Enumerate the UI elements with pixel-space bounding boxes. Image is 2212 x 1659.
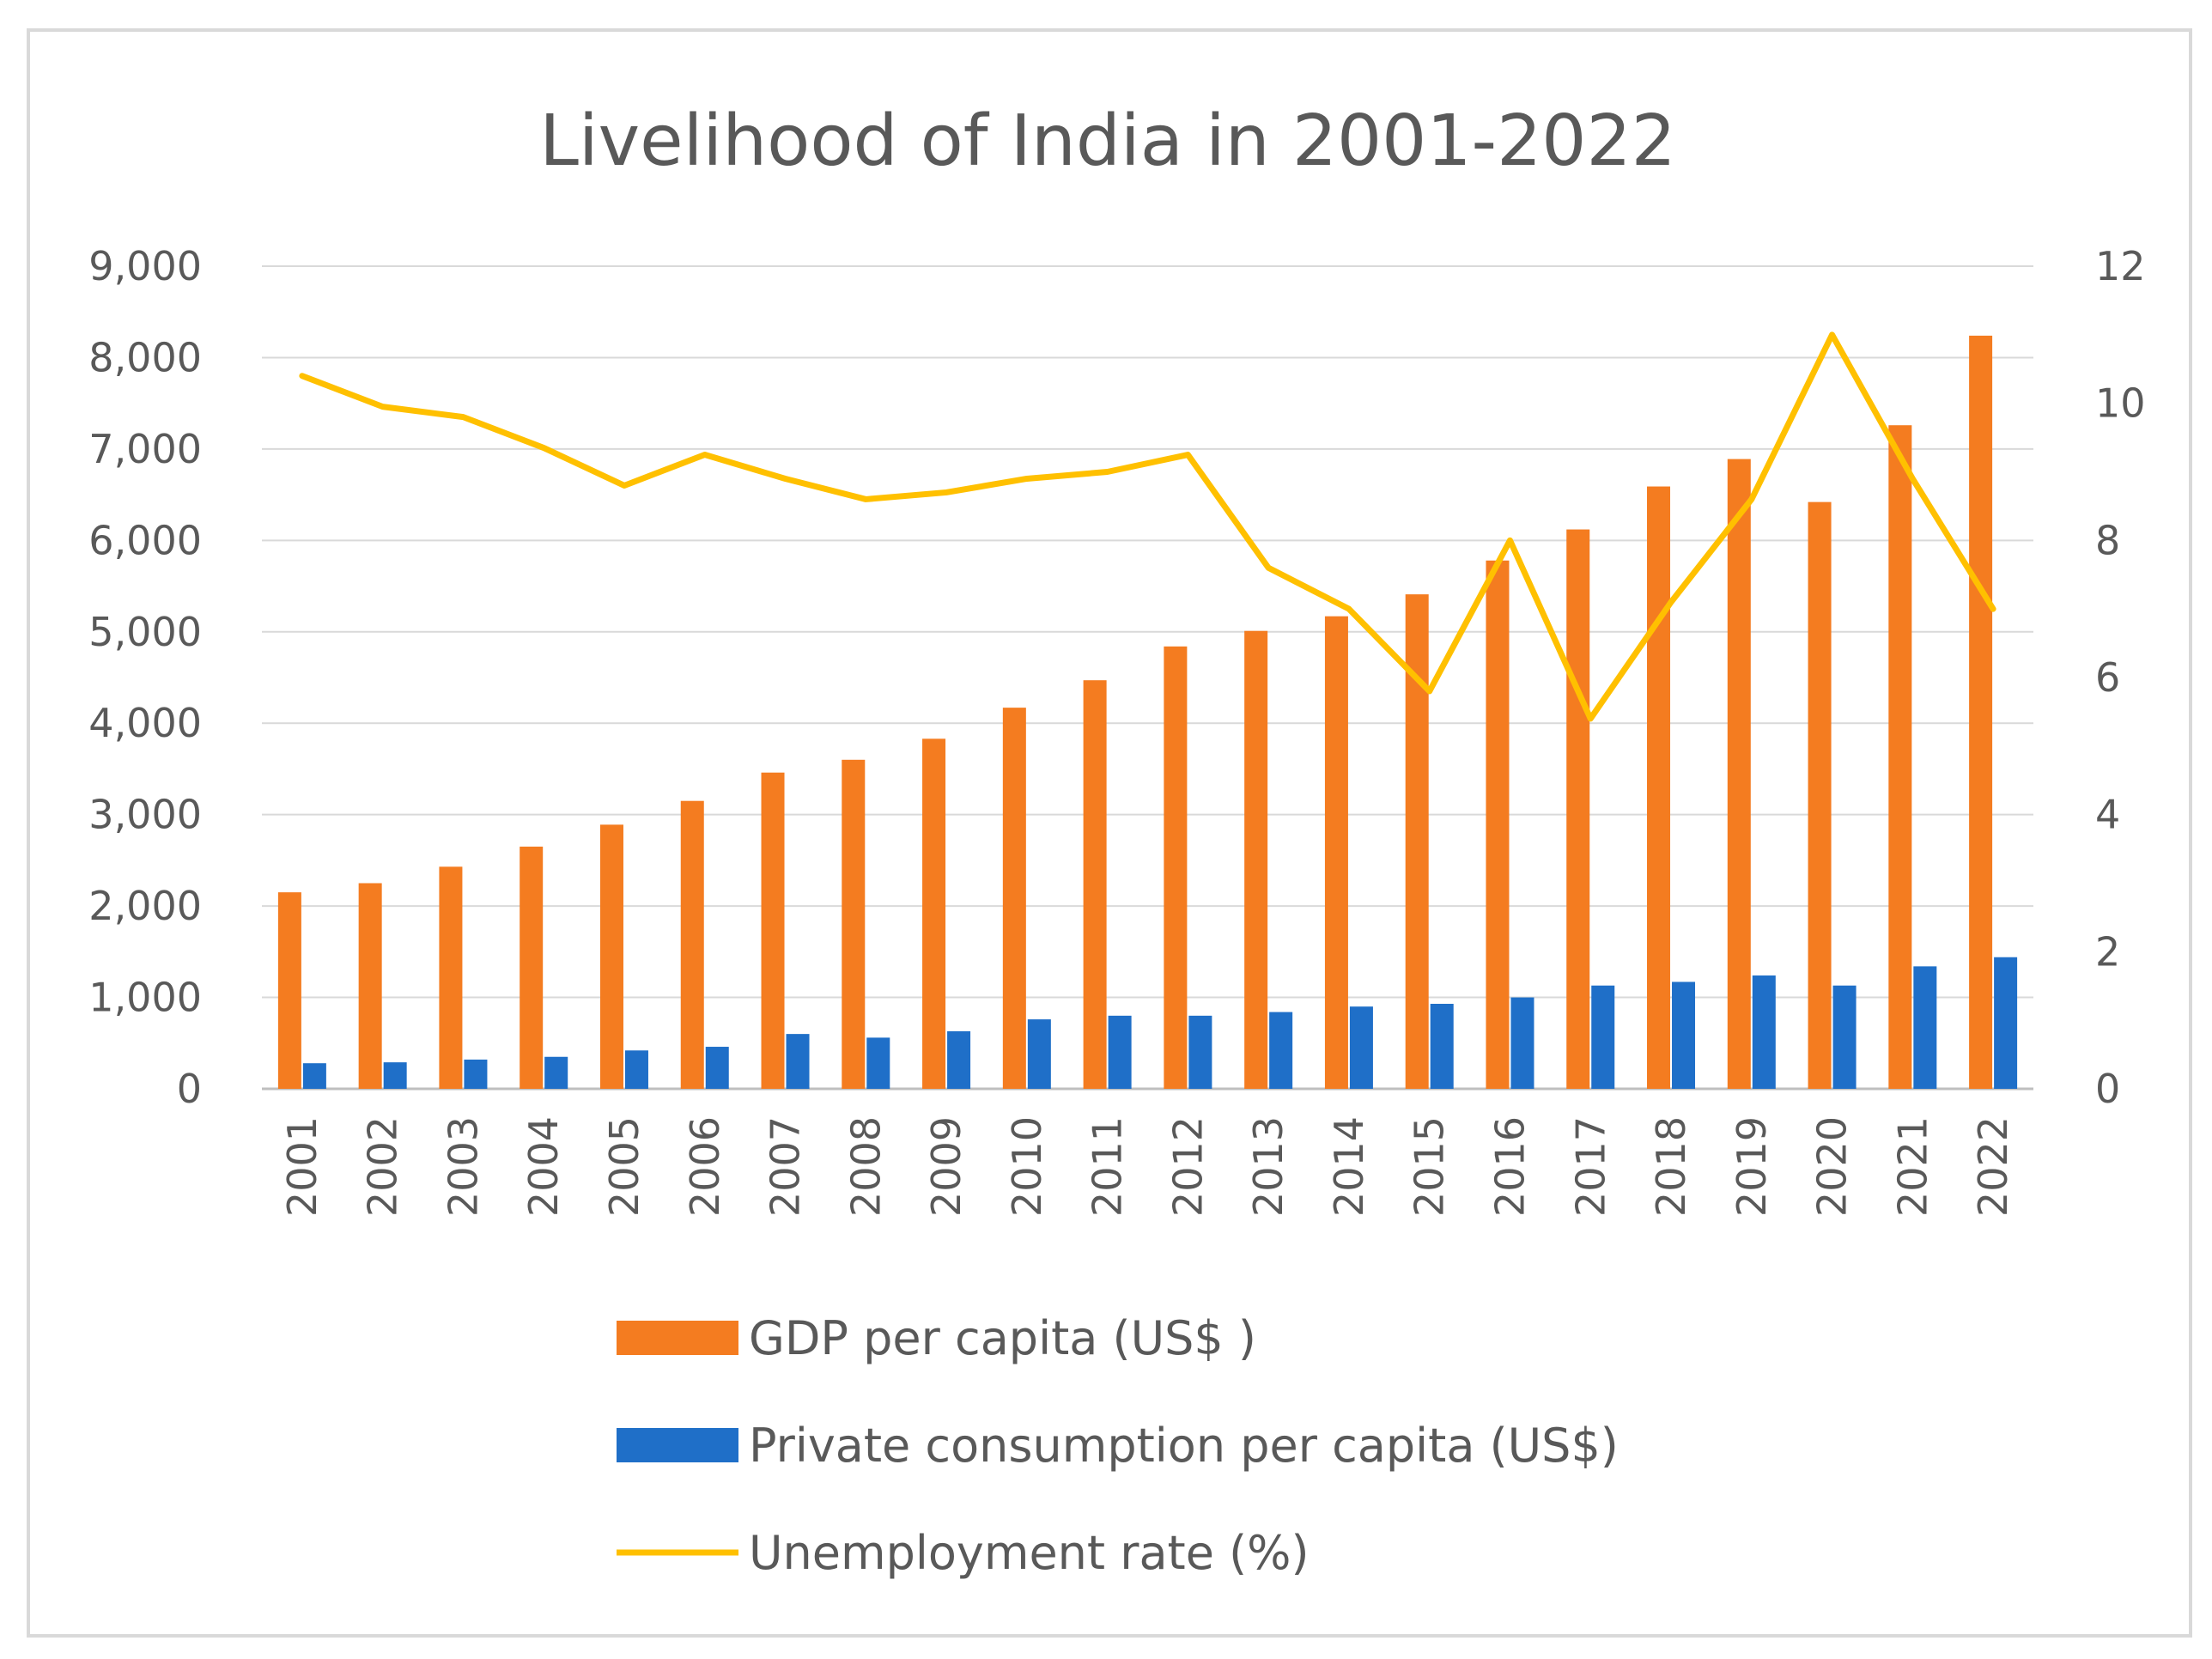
right-tick-label: 6 bbox=[2095, 654, 2120, 701]
consumption-bar bbox=[1833, 986, 1856, 1089]
gdp-bar bbox=[922, 738, 945, 1089]
gdp-bar bbox=[520, 847, 543, 1089]
consumption-bar bbox=[1994, 957, 2017, 1089]
gdp-bar bbox=[1164, 647, 1187, 1089]
gdp-bar bbox=[439, 866, 462, 1089]
x-tick-label: 2007 bbox=[763, 1116, 809, 1217]
consumption-bar bbox=[1913, 966, 1936, 1089]
x-tick-label: 2006 bbox=[682, 1116, 728, 1217]
x-tick-label: 2015 bbox=[1407, 1116, 1453, 1217]
consumption-bar bbox=[544, 1057, 568, 1089]
legend-label: Private consumption per capita (US$) bbox=[749, 1419, 1619, 1473]
x-tick-label: 2003 bbox=[440, 1116, 486, 1217]
consumption-bar bbox=[947, 1031, 970, 1089]
x-tick-label: 2013 bbox=[1245, 1116, 1291, 1217]
x-tick-label: 2004 bbox=[520, 1116, 567, 1217]
gdp-bar bbox=[278, 892, 301, 1089]
gdp-bar bbox=[842, 760, 865, 1089]
chart-title: Livelihood of India in 2001-2022 bbox=[539, 100, 1676, 182]
gdp-bar bbox=[1647, 487, 1670, 1089]
consumption-bar bbox=[384, 1062, 407, 1089]
legend-swatch bbox=[617, 1428, 738, 1462]
left-tick-label: 9,000 bbox=[88, 243, 202, 289]
x-tick-label: 2020 bbox=[1809, 1116, 1856, 1217]
consumption-bar bbox=[1028, 1019, 1051, 1089]
right-tick-label: 8 bbox=[2095, 517, 2120, 563]
consumption-bar bbox=[464, 1060, 487, 1089]
legend-swatch bbox=[617, 1321, 738, 1355]
gdp-bar bbox=[681, 801, 704, 1089]
x-tick-label: 2021 bbox=[1889, 1116, 1936, 1217]
left-tick-label: 6,000 bbox=[88, 517, 202, 563]
consumption-bar bbox=[1431, 1004, 1454, 1089]
consumption-bar bbox=[866, 1037, 890, 1089]
right-tick-label: 12 bbox=[2095, 243, 2146, 289]
consumption-bar bbox=[1188, 1016, 1212, 1089]
left-tick-label: 0 bbox=[177, 1066, 202, 1112]
consumption-bar bbox=[303, 1063, 326, 1089]
gdp-bar bbox=[1084, 680, 1107, 1089]
x-tick-label: 2016 bbox=[1486, 1116, 1533, 1217]
right-tick-label: 2 bbox=[2095, 928, 2120, 975]
gdp-bar bbox=[359, 884, 382, 1090]
consumption-bar bbox=[787, 1034, 810, 1089]
left-tick-label: 8,000 bbox=[88, 334, 202, 380]
x-tick-label: 2005 bbox=[601, 1116, 647, 1217]
consumption-bar bbox=[1350, 1006, 1373, 1089]
consumption-bar bbox=[1109, 1016, 1132, 1089]
consumption-bar bbox=[625, 1050, 648, 1089]
consumption-bar bbox=[1753, 975, 1776, 1089]
x-tick-label: 2019 bbox=[1729, 1116, 1775, 1217]
left-tick-label: 3,000 bbox=[88, 792, 202, 838]
gdp-bar bbox=[1325, 617, 1348, 1089]
left-tick-label: 5,000 bbox=[88, 609, 202, 655]
gdp-bar bbox=[1566, 530, 1589, 1089]
x-tick-label: 2012 bbox=[1164, 1116, 1211, 1217]
consumption-bar bbox=[1510, 998, 1534, 1089]
x-tick-label: 2009 bbox=[923, 1116, 969, 1217]
x-tick-label: 2022 bbox=[1970, 1116, 2016, 1217]
left-tick-label: 2,000 bbox=[88, 883, 202, 929]
x-tick-label: 2008 bbox=[842, 1116, 889, 1217]
left-tick-label: 7,000 bbox=[88, 426, 202, 472]
x-tick-label: 2010 bbox=[1004, 1116, 1050, 1217]
consumption-bar bbox=[1269, 1012, 1292, 1089]
gdp-bar bbox=[1728, 459, 1751, 1089]
gdp-bar bbox=[600, 824, 623, 1089]
x-tick-label: 2002 bbox=[360, 1116, 406, 1217]
gdp-bar bbox=[1888, 425, 1911, 1089]
gdp-bar bbox=[1244, 631, 1267, 1089]
consumption-bar bbox=[1672, 981, 1695, 1089]
legend-label: Unemployment rate (%) bbox=[749, 1526, 1310, 1580]
left-tick-label: 4,000 bbox=[88, 700, 202, 746]
x-tick-label: 2018 bbox=[1648, 1116, 1694, 1217]
gdp-bar bbox=[1003, 708, 1026, 1089]
right-tick-label: 0 bbox=[2095, 1066, 2120, 1112]
gdp-bar bbox=[1969, 336, 1992, 1089]
gdp-bar bbox=[762, 773, 785, 1089]
x-tick-label: 2017 bbox=[1567, 1116, 1613, 1217]
x-tick-label: 2011 bbox=[1085, 1116, 1131, 1217]
gdp-bar bbox=[1808, 502, 1832, 1089]
consumption-bar bbox=[706, 1047, 729, 1089]
consumption-bar bbox=[1591, 986, 1614, 1089]
gdp-bar bbox=[1486, 561, 1509, 1089]
legend-label: GDP per capita (US$ ) bbox=[749, 1311, 1256, 1365]
right-tick-label: 4 bbox=[2095, 792, 2120, 838]
x-tick-label: 2001 bbox=[279, 1116, 325, 1217]
x-tick-label: 2014 bbox=[1326, 1116, 1372, 1217]
right-tick-label: 10 bbox=[2095, 380, 2146, 427]
chart-frame bbox=[28, 30, 2191, 1636]
left-tick-label: 1,000 bbox=[88, 975, 202, 1021]
